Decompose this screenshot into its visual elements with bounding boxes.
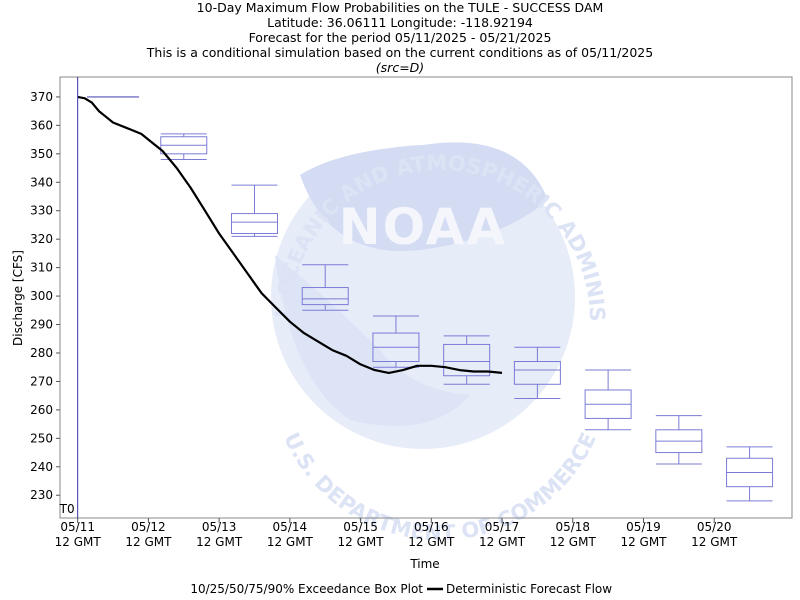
x-tick-label-time: 12 GMT — [691, 535, 738, 549]
box-iqr — [230, 213, 278, 234]
box-plot-8 — [584, 369, 632, 431]
t0-marker: T0 — [59, 77, 79, 518]
legend-box-label: 10/25/50/75/90% Exceedance Box Plot — [190, 582, 423, 596]
y-tick-label: 370 — [30, 90, 53, 104]
x-tick-label-date: 05/18 — [555, 520, 590, 534]
y-tick-label: 230 — [30, 488, 53, 502]
watermark-lower-wave — [275, 255, 470, 427]
box-plot-9 — [655, 415, 703, 465]
plot-area-frame — [59, 76, 793, 519]
x-tick-label-time: 12 GMT — [620, 535, 667, 549]
chart-subtitle-conditions: This is a conditional simulation based o… — [146, 45, 654, 60]
watermark-wave-shape — [300, 142, 548, 252]
chart-subtitle-source: (src=D) — [375, 60, 425, 75]
x-tick-label-date: 05/14 — [273, 520, 308, 534]
y-tick-label: 320 — [30, 232, 53, 246]
x-tick-label-time: 12 GMT — [408, 535, 455, 549]
x-tick-label-date: 05/19 — [626, 520, 661, 534]
y-tick-label: 340 — [30, 175, 53, 189]
y-tick-label: 310 — [30, 261, 53, 275]
y-tick-label: 350 — [30, 147, 53, 161]
x-tick-label-date: 05/13 — [202, 520, 237, 534]
box-plot-6 — [443, 335, 491, 385]
box-plot-3 — [230, 184, 278, 237]
x-tick-label-date: 05/20 — [697, 520, 732, 534]
y-tick-label: 260 — [30, 403, 53, 417]
x-axis-label: Time — [409, 557, 439, 571]
x-tick-label-time: 12 GMT — [479, 535, 526, 549]
y-tick-label: 300 — [30, 289, 53, 303]
noaa-watermark: NOAA NATIONAL OCEANIC AND ATMOSPHERIC AD… — [0, 0, 609, 545]
y-tick-label: 280 — [30, 346, 53, 360]
watermark-logo-text: NOAA — [339, 198, 507, 256]
y-tick-label: 290 — [30, 318, 53, 332]
x-tick-label-time: 12 GMT — [196, 535, 243, 549]
box-iqr — [513, 361, 561, 385]
x-tick-label-time: 12 GMT — [125, 535, 172, 549]
y-axis-label: Discharge [CFS] — [11, 250, 25, 346]
legend: 10/25/50/75/90% Exceedance Box Plot Dete… — [190, 582, 612, 596]
y-tick-label: 270 — [30, 374, 53, 388]
box-plot-7 — [513, 346, 561, 400]
x-tick-label-time: 12 GMT — [550, 535, 597, 549]
y-axis: 230 240 250 260 270 280 290 300 310 320 330 340 350 3… — [30, 90, 60, 502]
box-iqr — [443, 343, 491, 377]
x-tick-label-time: 12 GMT — [55, 535, 102, 549]
x-tick-label-date: 05/17 — [485, 520, 520, 534]
x-tick-label-date: 05/15 — [343, 520, 378, 534]
x-tick-label-date: 05/11 — [60, 520, 95, 534]
chart-subtitle-location: Latitude: 36.06111 Longitude: -118.92194 — [267, 15, 533, 30]
x-tick-label-time: 12 GMT — [267, 535, 314, 549]
box-plot-4 — [301, 264, 349, 311]
box-iqr — [301, 287, 349, 306]
y-tick-label: 360 — [30, 118, 53, 132]
y-tick-label: 330 — [30, 204, 53, 218]
box-plots — [87, 96, 774, 502]
x-tick-label-date: 05/12 — [131, 520, 166, 534]
chart-subtitle-period: Forecast for the period 05/11/2025 - 05/… — [248, 30, 552, 45]
x-tick-label-time: 12 GMT — [338, 535, 385, 549]
deterministic-series — [77, 95, 503, 374]
t0-label: T0 — [59, 502, 75, 516]
y-tick-label: 250 — [30, 431, 53, 445]
x-tick-label-date: 05/16 — [414, 520, 449, 534]
y-tick-label: 240 — [30, 460, 53, 474]
deterministic-forecast-line — [77, 95, 503, 374]
chart-title: 10-Day Maximum Flow Probabilities on the… — [196, 0, 604, 15]
box-plot-10 — [726, 446, 774, 502]
chart-titles: 10-Day Maximum Flow Probabilities on the… — [0, 0, 800, 75]
legend-line-label: Deterministic Forecast Flow — [446, 582, 612, 596]
